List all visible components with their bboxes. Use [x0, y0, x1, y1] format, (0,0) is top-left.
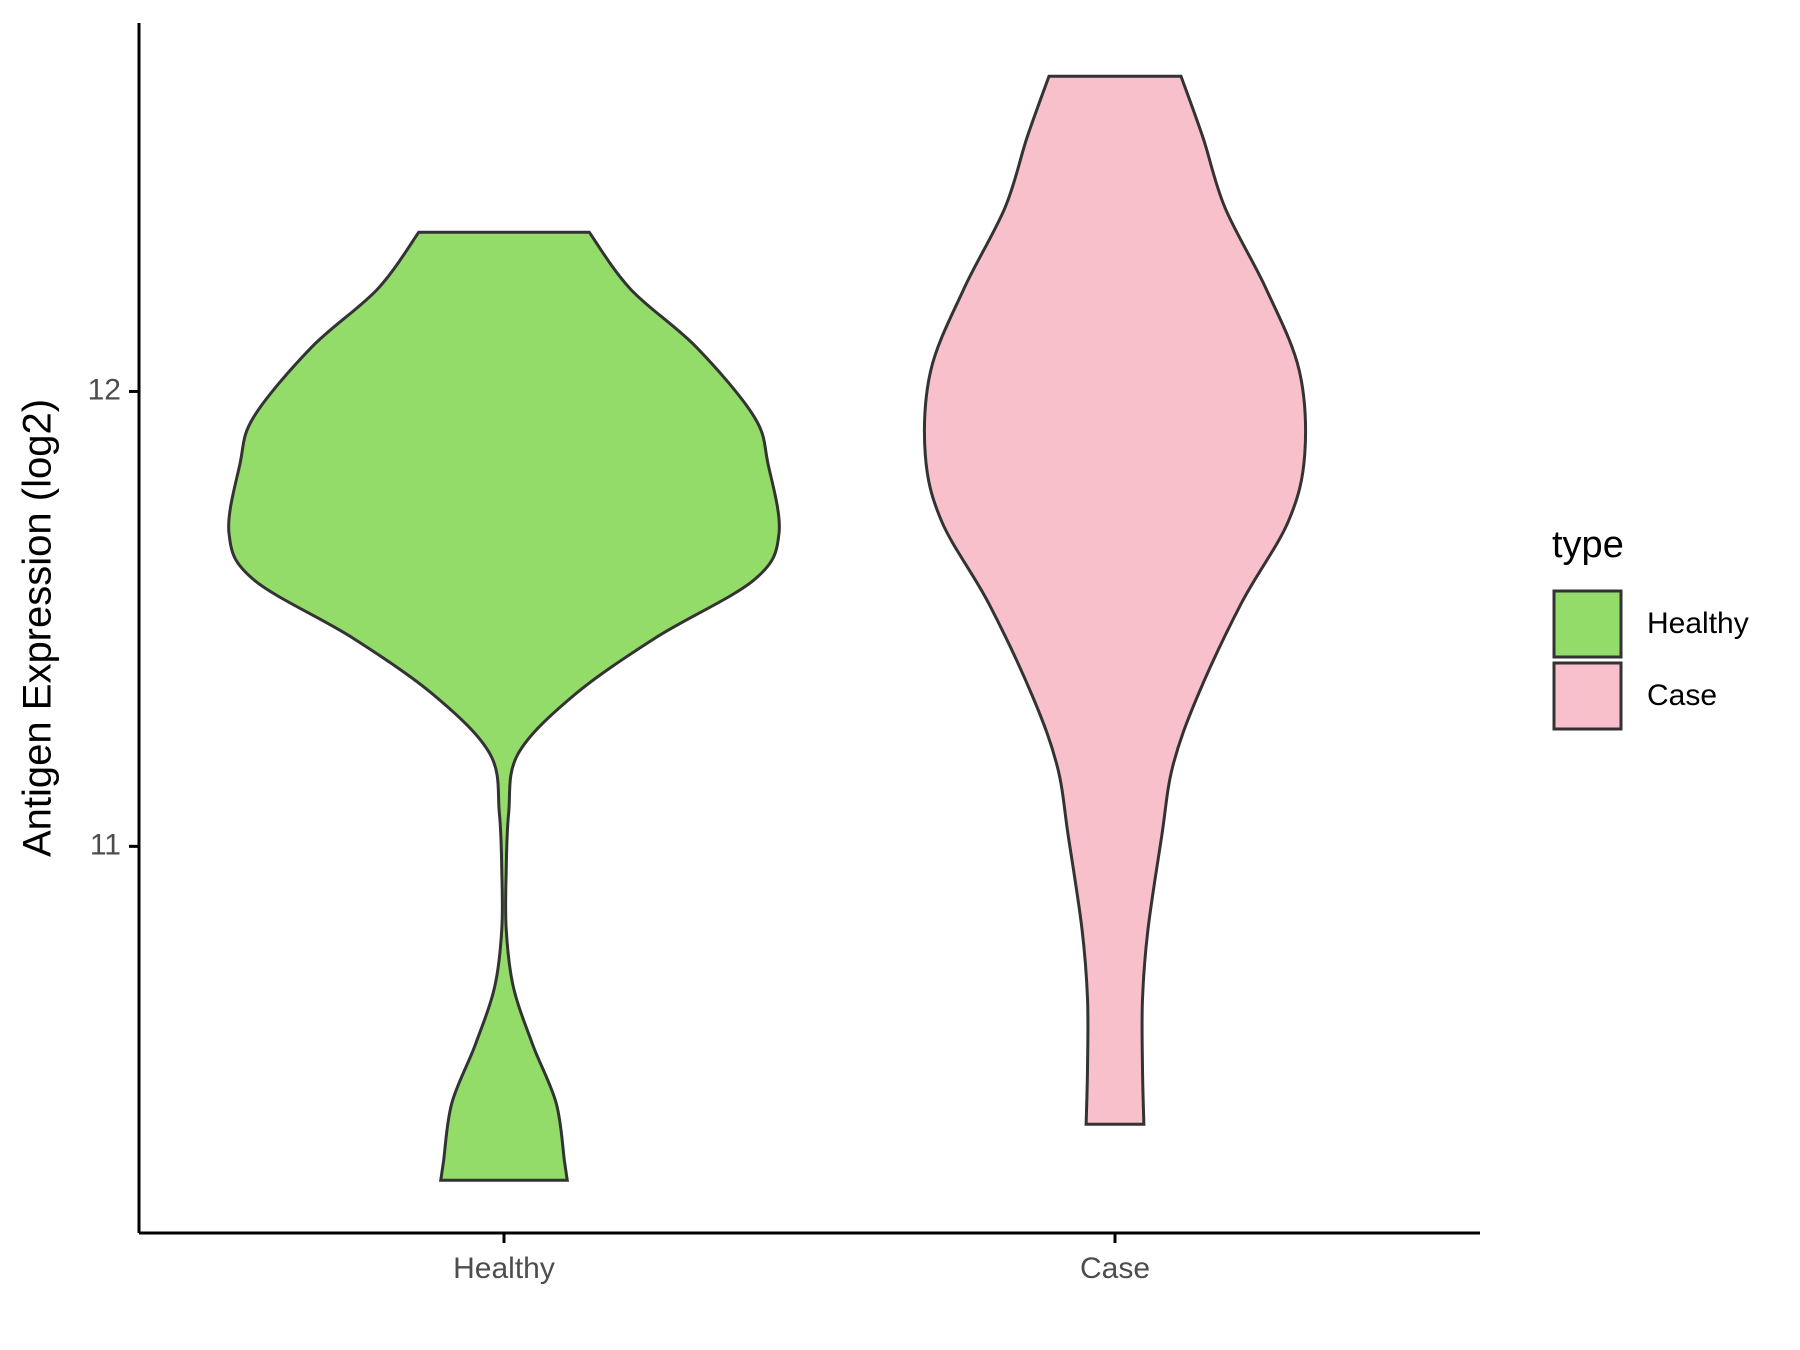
legend-key	[1552, 589, 1623, 659]
violin	[227, 230, 781, 1182]
violin	[922, 74, 1308, 1126]
y-tick-label: 12	[88, 373, 121, 406]
legend-key	[1552, 661, 1623, 731]
y-tick-label: 11	[90, 828, 121, 861]
legend-title: type	[1552, 524, 1624, 566]
x-tick-label: Case	[1080, 1252, 1150, 1285]
x-tick-label: Healthy	[453, 1252, 555, 1285]
legend-label: Healthy	[1647, 607, 1749, 640]
legend-label: Case	[1647, 679, 1717, 712]
y-axis-title: Antigen Expression (log2)	[16, 399, 60, 857]
